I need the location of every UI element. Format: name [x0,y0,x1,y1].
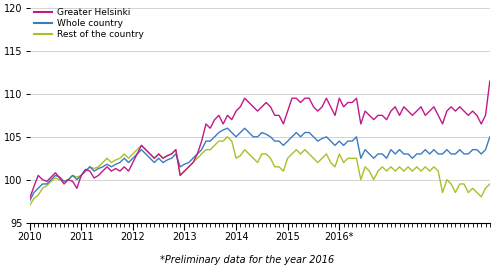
Text: *Preliminary data for the year 2016: *Preliminary data for the year 2016 [160,255,334,265]
Legend: Greater Helsinki, Whole country, Rest of the country: Greater Helsinki, Whole country, Rest of… [34,8,144,39]
